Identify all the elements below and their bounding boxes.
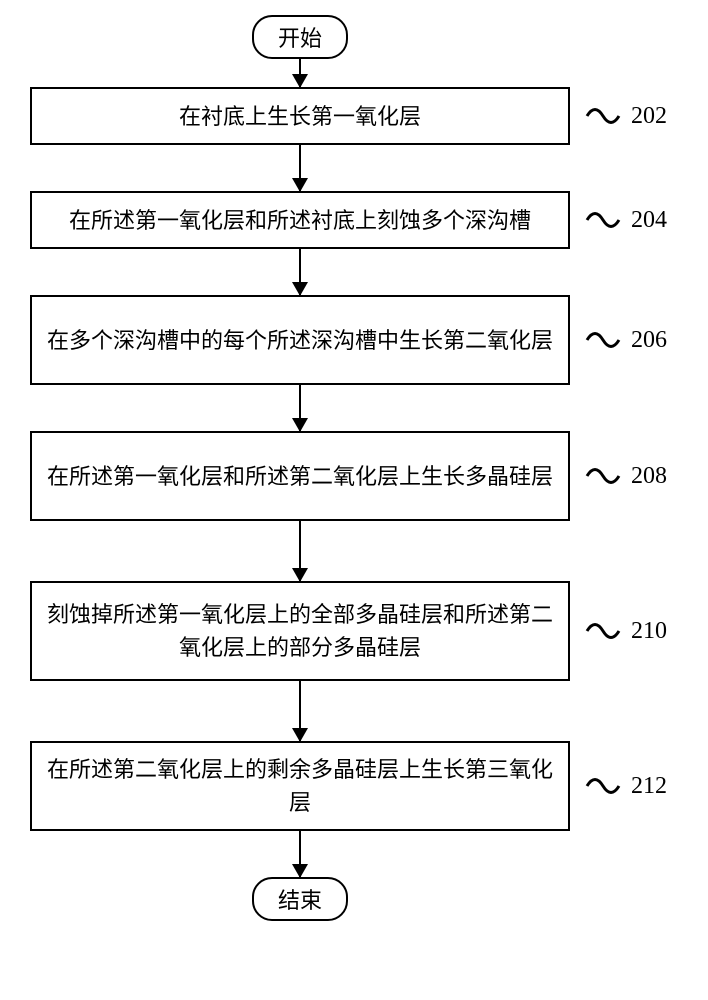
arrow [299,681,301,741]
arrow [299,385,301,431]
step-row: 在多个深沟槽中的每个所述深沟槽中生长第二氧化层 206 [30,295,678,385]
tilde-icon [585,101,625,131]
step-label: 212 [585,771,667,801]
arrow-wrap [30,145,570,191]
step-label: 202 [585,101,667,131]
step-number: 210 [631,618,667,645]
arrow-wrap [30,249,570,295]
start-wrap: 开始 [30,15,570,59]
tilde-icon [585,205,625,235]
tilde-icon [585,461,625,491]
arrow [299,521,301,581]
step-label: 204 [585,205,667,235]
arrow [299,249,301,295]
step-number: 212 [631,773,667,800]
process-step: 在多个深沟槽中的每个所述深沟槽中生长第二氧化层 [30,295,570,385]
steps-mount: 在衬底上生长第一氧化层 202 在所述第一氧化层和所述衬底上刻蚀多个深沟槽 204 在多… [30,87,678,877]
step-row: 在所述第一氧化层和所述第二氧化层上生长多晶硅层 208 [30,431,678,521]
flowchart-container: 开始 在衬底上生长第一氧化层 202 在所述第一氧化层和所述衬底上刻蚀多个深沟槽 20… [30,15,678,921]
arrow-wrap [30,59,570,87]
terminator-end: 结束 [252,877,348,921]
step-number: 208 [631,463,667,490]
step-row: 在衬底上生长第一氧化层 202 [30,87,678,145]
step-label: 210 [585,616,667,646]
arrow [299,145,301,191]
process-step: 在所述第一氧化层和所述衬底上刻蚀多个深沟槽 [30,191,570,249]
process-step: 在衬底上生长第一氧化层 [30,87,570,145]
process-step: 在所述第一氧化层和所述第二氧化层上生长多晶硅层 [30,431,570,521]
step-row: 刻蚀掉所述第一氧化层上的全部多晶硅层和所述第二氧化层上的部分多晶硅层 210 [30,581,678,681]
step-number: 202 [631,103,667,130]
arrow-wrap [30,831,570,877]
arrow [299,831,301,877]
step-row: 在所述第二氧化层上的剩余多晶硅层上生长第三氧化层 212 [30,741,678,831]
arrow [299,59,301,87]
step-label: 206 [585,325,667,355]
tilde-icon [585,616,625,646]
tilde-icon [585,325,625,355]
arrow-wrap [30,521,570,581]
process-step: 在所述第二氧化层上的剩余多晶硅层上生长第三氧化层 [30,741,570,831]
terminator-start: 开始 [252,15,348,59]
process-step: 刻蚀掉所述第一氧化层上的全部多晶硅层和所述第二氧化层上的部分多晶硅层 [30,581,570,681]
arrow-wrap [30,681,570,741]
tilde-icon [585,771,625,801]
end-wrap: 结束 [30,877,570,921]
step-number: 204 [631,207,667,234]
arrow-wrap [30,385,570,431]
step-number: 206 [631,327,667,354]
step-row: 在所述第一氧化层和所述衬底上刻蚀多个深沟槽 204 [30,191,678,249]
step-label: 208 [585,461,667,491]
